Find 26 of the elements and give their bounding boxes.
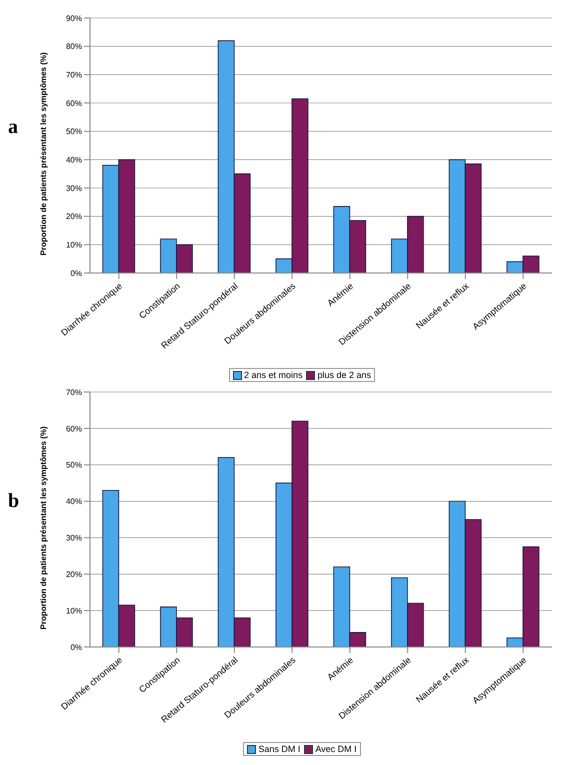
y-tick-label: 80% <box>66 42 82 52</box>
legend-label: plus de 2 ans <box>316 370 372 380</box>
y-tick-label: 40% <box>66 156 82 165</box>
y-tick-label: 20% <box>66 570 82 579</box>
legend-label: 2 ans et moins <box>242 370 302 380</box>
legend-label: Avec DM I <box>314 744 357 754</box>
y-tick-label: 10% <box>66 606 82 616</box>
y-tick-label: 0% <box>70 642 82 652</box>
y-tick-label: 90% <box>66 14 82 23</box>
y-tick-label: 70% <box>66 388 82 397</box>
y-tick-label: 0% <box>70 268 82 278</box>
text: a <box>8 116 18 139</box>
y-axis-title: Proportion de patients présentant les symptômes (%) <box>38 52 48 256</box>
y-tick-label: 70% <box>66 70 82 80</box>
text: b <box>8 490 20 513</box>
y-tick-label: 30% <box>66 184 82 193</box>
y-tick-label: 50% <box>66 460 82 470</box>
y-tick-label: 30% <box>66 534 82 543</box>
y-tick-label: 60% <box>66 424 82 434</box>
y-tick-label: 50% <box>66 127 82 136</box>
y-tick-label: 20% <box>66 212 82 222</box>
y-tick-label: 60% <box>66 98 82 108</box>
legend-label: Sans DM I <box>257 744 300 754</box>
y-axis-title: Proportion de patients présentant les symptômes (%) <box>38 426 48 630</box>
y-tick-label: 10% <box>66 240 82 250</box>
y-tick-label: 40% <box>66 497 82 506</box>
